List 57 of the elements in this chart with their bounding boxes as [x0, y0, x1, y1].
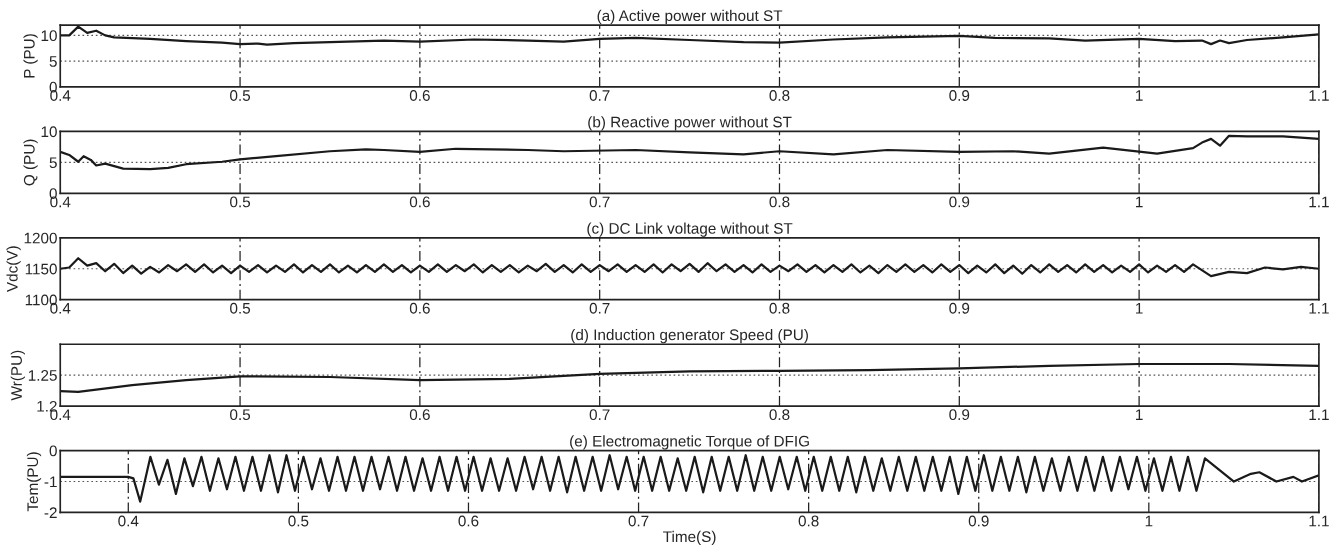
y-axis-title: Tem(PU) — [26, 452, 42, 512]
y-tick-label: 1200 — [24, 232, 57, 244]
chart-title: (e) Electromagnetic Torque of DFIG — [570, 435, 809, 450]
x-tick-label: 0.9 — [949, 409, 970, 421]
chart-title: (b) Reactive power without ST — [588, 116, 792, 131]
x-tick-label: 0.5 — [230, 409, 251, 421]
x-tick-label: 1 — [1136, 303, 1143, 314]
y-axis-title: Vdc(V) — [6, 246, 21, 293]
x-axis-title: Time(S) — [663, 530, 716, 546]
y-tick-label: 5 — [49, 56, 57, 67]
x-tick-label: 0.6 — [458, 515, 479, 527]
chart-title: (a) Active power without ST — [597, 9, 783, 25]
y-tick-label: 10 — [41, 126, 57, 138]
x-tick-label: 1.1 — [1309, 196, 1329, 208]
y-axis-title: Wr(PU) — [10, 350, 25, 401]
x-tick-label: 1.1 — [1309, 515, 1329, 527]
y-tick-label: 1.25 — [28, 370, 57, 381]
x-tick-label: 0.7 — [589, 90, 610, 101]
chart-title: (c) DC Link voltage without ST — [587, 222, 793, 237]
x-tick-label: 1.1 — [1309, 303, 1329, 314]
x-tick-label: 0.6 — [409, 409, 430, 421]
x-tick-label: 0.4 — [118, 515, 139, 527]
x-tick-label: 0.6 — [409, 196, 430, 208]
y-tick-label: 10 — [41, 30, 57, 42]
y-tick-label: 5 — [49, 157, 57, 169]
x-tick-label: 0.9 — [949, 196, 970, 208]
x-tick-label: 0.7 — [589, 409, 610, 421]
x-tick-label: 1 — [1136, 409, 1143, 420]
y-axis-title: P (PU) — [23, 34, 38, 78]
x-tick-label: 0.8 — [769, 90, 790, 101]
x-tick-label: 0.9 — [949, 90, 970, 101]
x-tick-label: 0.7 — [589, 302, 610, 314]
y-axis-title: Q (PU) — [23, 139, 38, 186]
x-tick-label: 0.5 — [230, 196, 251, 208]
x-tick-label: 0.7 — [628, 515, 649, 527]
x-tick-label: 0.8 — [769, 196, 790, 208]
x-tick-label: 1.1 — [1309, 409, 1329, 420]
y-tick-label: -1 — [44, 476, 57, 488]
x-tick-label: 1 — [1136, 196, 1143, 208]
x-tick-label: 0.7 — [589, 196, 610, 208]
x-tick-label: 0.9 — [949, 302, 970, 314]
x-tick-label: 0.6 — [409, 302, 430, 314]
x-tick-label: 0.5 — [288, 515, 309, 527]
x-tick-label: 0.8 — [769, 409, 790, 421]
x-tick-label: 0.5 — [230, 90, 251, 101]
x-tick-label: 1.1 — [1309, 90, 1329, 101]
x-tick-label: 1 — [1136, 90, 1143, 101]
x-tick-label: 0.8 — [769, 302, 790, 314]
y-tick-label: 0 — [49, 445, 57, 457]
y-tick-label: -2 — [44, 507, 57, 518]
x-tick-label: 0.9 — [968, 515, 989, 527]
x-tick-label: 0.5 — [230, 302, 251, 314]
x-tick-label: 0.6 — [409, 90, 430, 101]
y-tick-label: 1150 — [25, 263, 57, 275]
x-tick-label: 0.8 — [798, 515, 819, 527]
chart-title: (d) Induction generator Speed (PU) — [571, 328, 808, 344]
x-tick-label: 1 — [1145, 515, 1153, 527]
